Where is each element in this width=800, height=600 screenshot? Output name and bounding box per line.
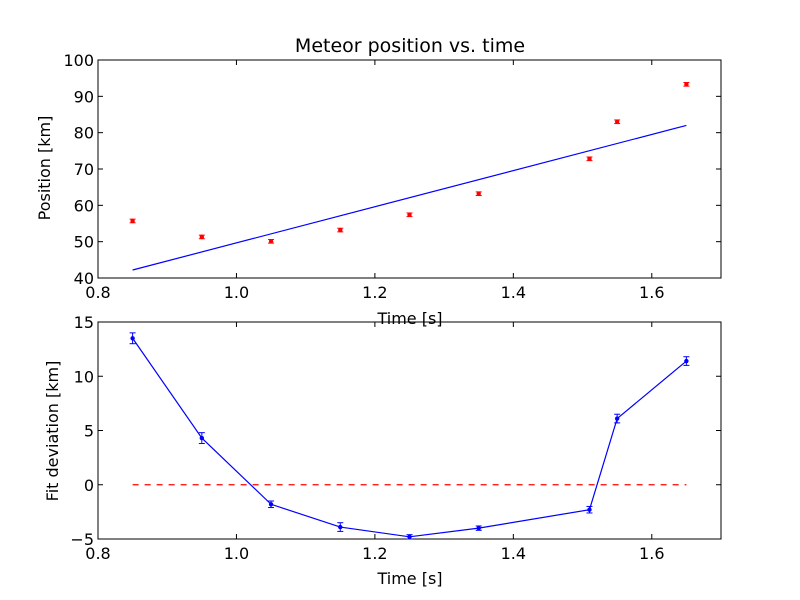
data-point (268, 239, 274, 244)
y-tick-label: 70 (74, 160, 94, 179)
x-axis-label-top: Time [s] (376, 309, 442, 328)
x-tick-label: 1.6 (639, 544, 664, 563)
y-tick-label: 80 (74, 124, 94, 143)
y-tick-label: 100 (63, 51, 94, 70)
x-tick-label: 1.2 (362, 283, 387, 302)
x-tick-label: 1.6 (639, 283, 664, 302)
y-tick-label: 5 (84, 422, 94, 441)
chart-title: Meteor position vs. time (295, 35, 525, 57)
data-point (268, 502, 274, 507)
x-tick-label: 1.0 (224, 283, 249, 302)
data-point (587, 156, 592, 162)
y-tick-label: 90 (74, 87, 94, 106)
x-axis-label-bottom: Time [s] (376, 569, 442, 588)
data-point (130, 336, 135, 341)
data-point (407, 212, 412, 217)
data-point (199, 435, 205, 441)
y-tick-label: 10 (74, 367, 94, 386)
plot-frame (97, 321, 722, 540)
y-tick-label: 0 (84, 476, 94, 495)
data-point (684, 358, 689, 364)
data-point (199, 234, 205, 240)
data-point (614, 119, 620, 124)
y-tick-label: 60 (74, 196, 94, 215)
y-tick-label: −5 (70, 530, 94, 549)
data-point (476, 525, 481, 531)
x-tick-label: 1.4 (501, 283, 526, 302)
plot-frame (97, 59, 722, 279)
x-tick-label: 1.2 (362, 544, 387, 563)
deviation-axes: 0.8 1.0 1.2 1.4 1.6 −5 0 5 10 15 (70, 313, 722, 563)
series-line (132, 124, 687, 271)
series-line (132, 337, 687, 538)
data-point (338, 524, 343, 530)
data-point (684, 82, 689, 87)
y-tick-label: 50 (74, 233, 94, 252)
y-tick-label: 15 (74, 313, 94, 332)
data-point (614, 416, 620, 421)
x-tick-label: 0.8 (85, 544, 110, 563)
data-point (476, 191, 481, 196)
data-point (338, 227, 343, 233)
position-axes: 0.8 1.0 1.2 1.4 1.6 40 50 60 70 80 90 100 (63, 51, 722, 302)
y-axis-label-bottom: Fit deviation [km] (43, 361, 62, 502)
data-point (587, 507, 592, 512)
x-tick-label: 1.4 (501, 544, 526, 563)
x-tick-label: 0.8 (85, 283, 110, 302)
y-axis-label-top: Position [km] (35, 116, 54, 221)
y-tick-label: 40 (74, 269, 94, 288)
data-point (407, 534, 412, 540)
x-tick-label: 1.0 (224, 544, 249, 563)
data-point (130, 218, 135, 224)
